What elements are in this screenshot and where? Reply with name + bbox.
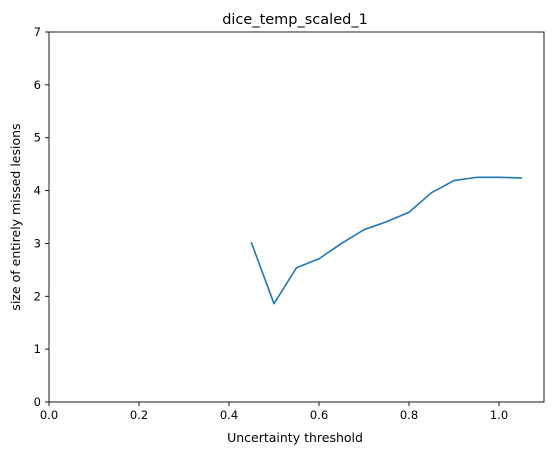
x-tick-label: 0.0 xyxy=(40,408,58,422)
y-tick-label: 3 xyxy=(34,236,41,250)
y-axis-label: size of entirely missed lesions xyxy=(8,123,23,310)
y-tick-label: 0 xyxy=(34,395,41,409)
x-tick-label: 0.6 xyxy=(310,408,328,422)
x-tick-label: 0.2 xyxy=(130,408,148,422)
axes-frame xyxy=(48,31,545,403)
plot-area: 0.0 0.2 0.4 0.6 0.8 1.0 0 1 2 3 4 5 6 7 xyxy=(34,25,545,422)
series-line-0 xyxy=(250,176,523,305)
y-tick-label: 7 xyxy=(34,25,41,39)
x-tick-label: 0.4 xyxy=(220,408,238,422)
chart-title: dice_temp_scaled_1 xyxy=(222,12,368,28)
x-axis-label: Uncertainty threshold xyxy=(227,430,363,445)
y-tick-label: 4 xyxy=(34,184,41,198)
x-tick-label: 0.8 xyxy=(400,408,418,422)
y-tick-label: 1 xyxy=(34,342,41,356)
x-tick-label: 1.0 xyxy=(490,408,508,422)
y-tick-label: 6 xyxy=(34,78,41,92)
y-tick-label: 2 xyxy=(34,289,41,303)
y-tick-label: 5 xyxy=(34,131,41,145)
